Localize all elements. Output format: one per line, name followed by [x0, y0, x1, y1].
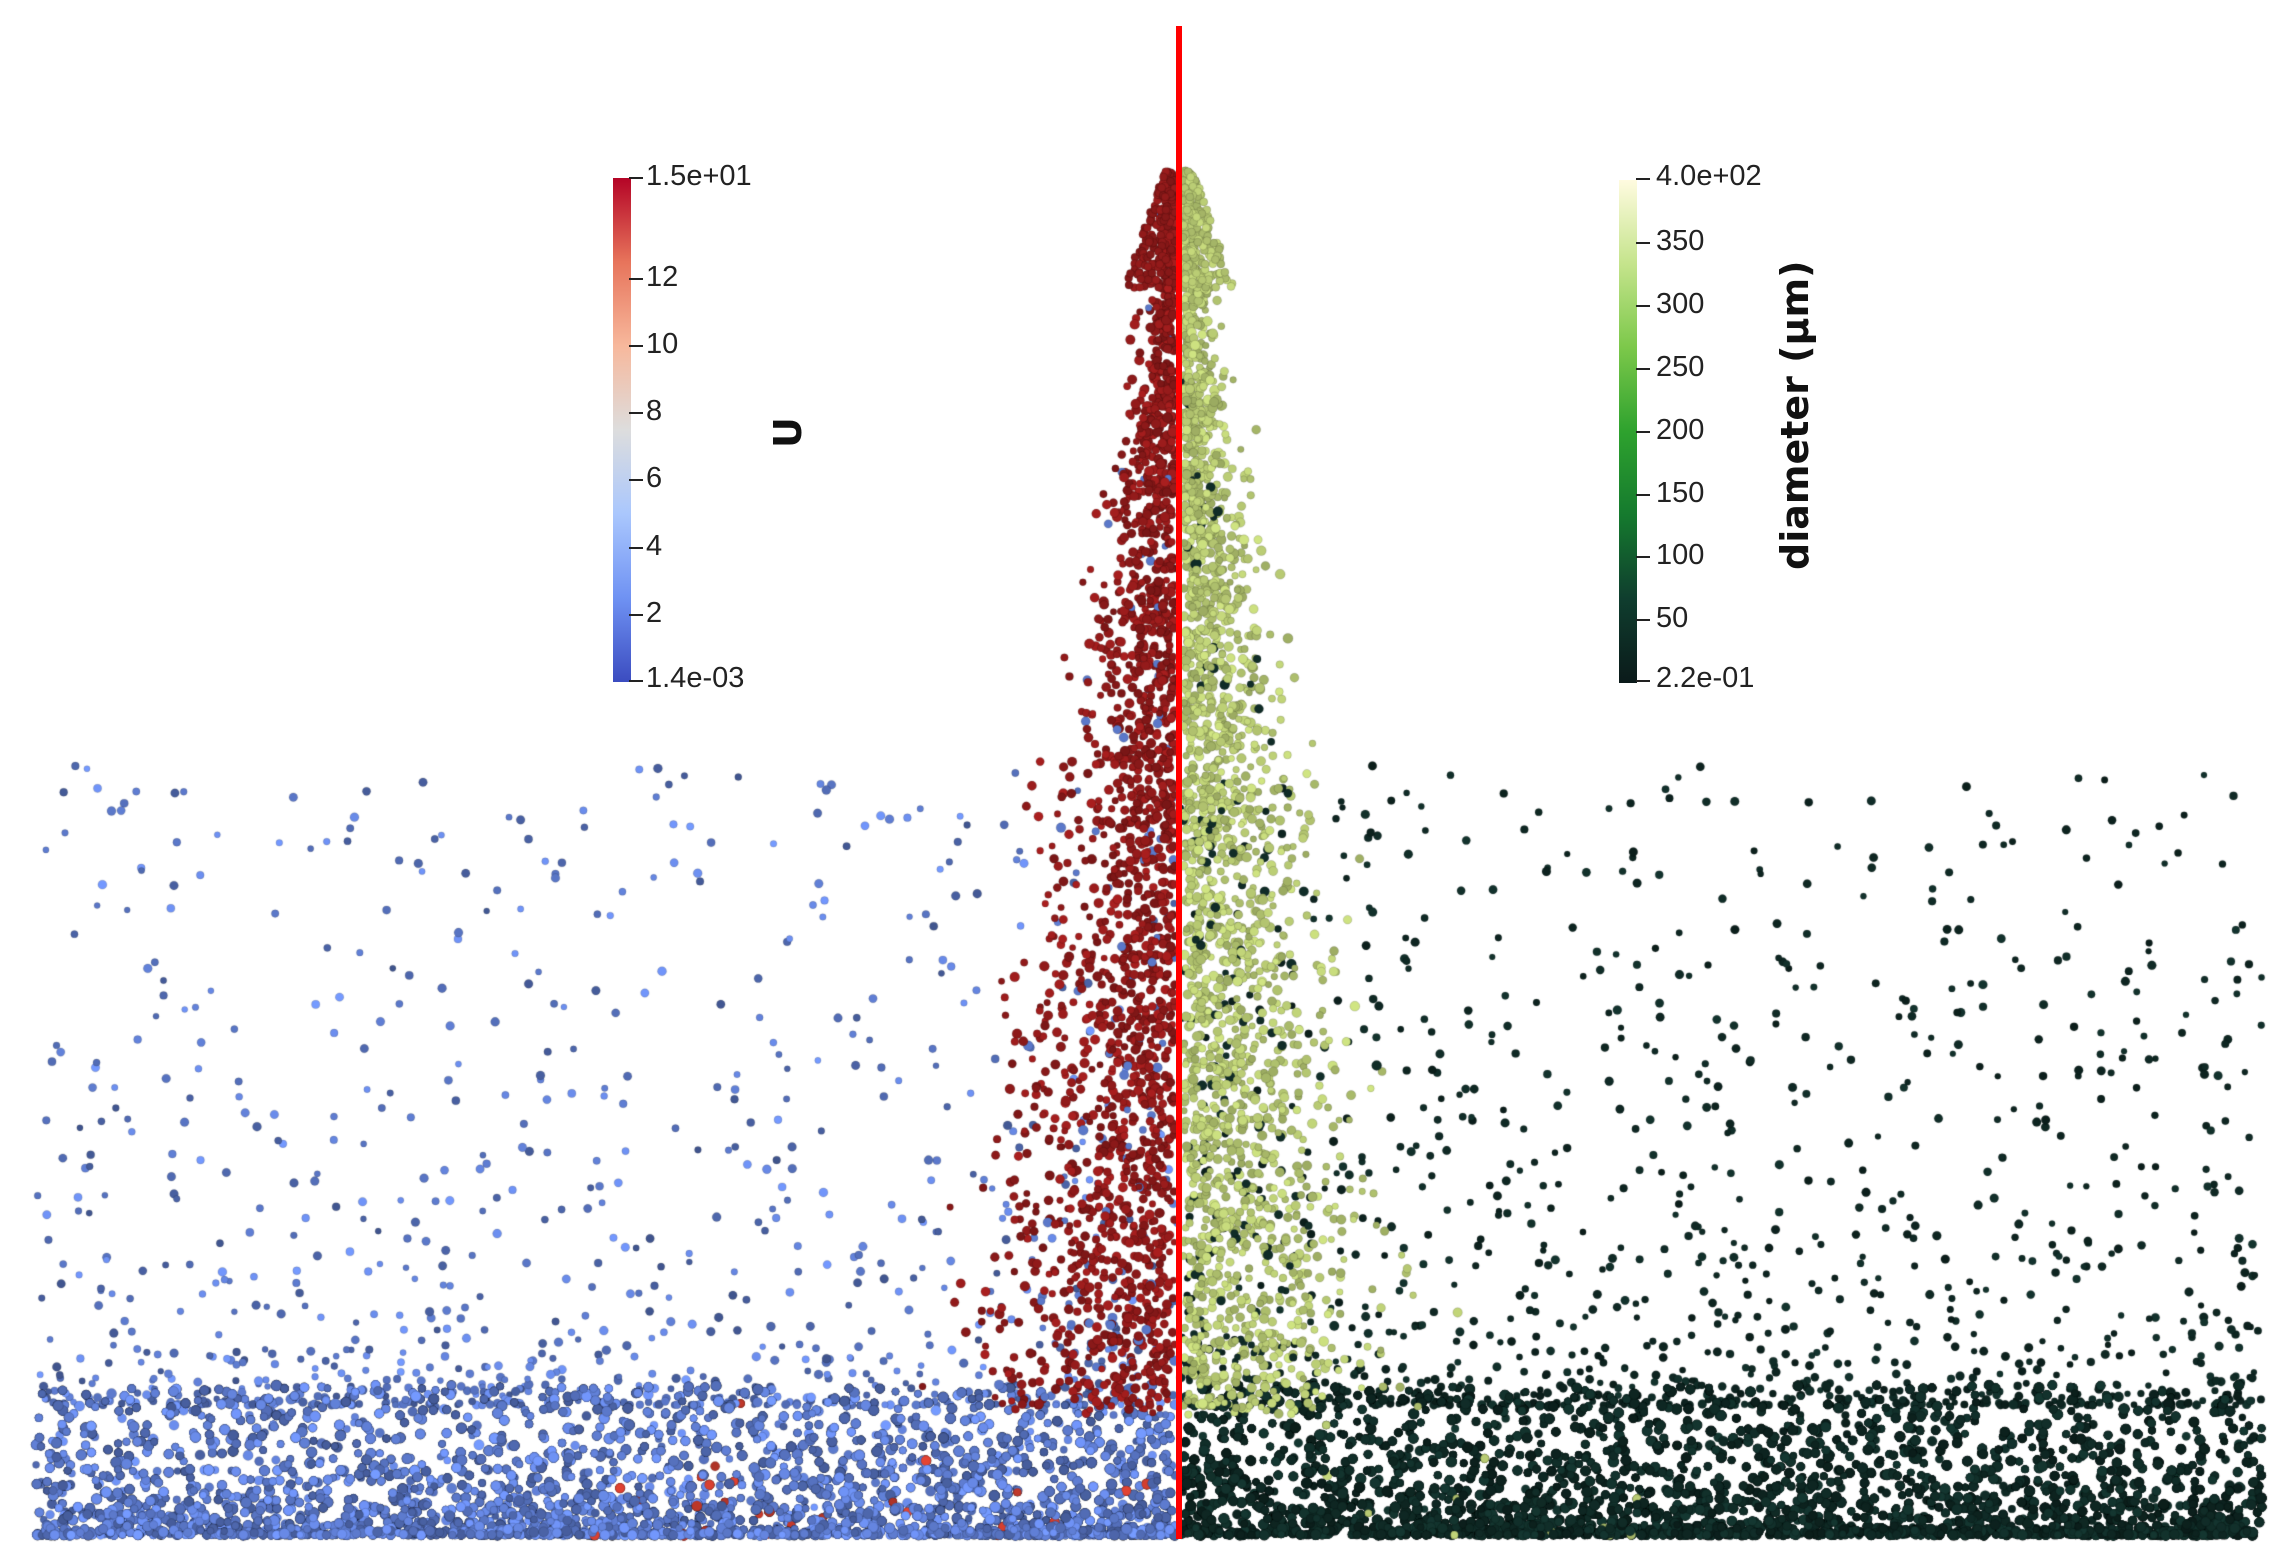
u-tick-label: 10	[646, 328, 679, 361]
u-tick-label: 2	[646, 596, 663, 629]
u-tick	[629, 345, 643, 348]
u-colorbar-title: U	[766, 417, 810, 448]
diameter-min-tick	[1636, 680, 1650, 682]
diameter-tick-label: 100	[1656, 539, 1705, 572]
diameter-tick	[1636, 430, 1650, 433]
u-tick-label: 6	[646, 462, 663, 495]
u-tick-label: 4	[646, 529, 663, 562]
u-tick-label: 8	[646, 395, 663, 428]
diameter-max-label: 4.0e+02	[1656, 160, 1762, 192]
u-tick	[629, 277, 643, 280]
diameter-max-tick	[1636, 178, 1650, 180]
diameter-tick	[1636, 304, 1650, 307]
diameter-tick-label: 250	[1656, 350, 1705, 383]
u-tick	[629, 546, 643, 549]
diameter-tick-label: 50	[1656, 602, 1689, 635]
u-colorbar-gradient	[613, 178, 631, 682]
diameter-tick-label: 200	[1656, 413, 1705, 446]
diameter-tick	[1636, 556, 1650, 559]
u-min-label: 1.4e-03	[646, 662, 745, 694]
diameter-tick	[1636, 241, 1650, 244]
diameter-tick	[1636, 367, 1650, 370]
u-tick-label: 12	[646, 260, 679, 293]
u-max-label: 1.5e+01	[646, 160, 752, 192]
diameter-tick-label: 150	[1656, 476, 1705, 509]
diameter-min-label: 2.2e-01	[1656, 662, 1755, 694]
diameter-tick	[1636, 619, 1650, 622]
u-tick	[629, 412, 643, 415]
u-min-tick	[629, 680, 643, 682]
diameter-tick-label: 300	[1656, 287, 1705, 320]
split-divider[interactable]	[1176, 26, 1182, 1539]
u-tick	[629, 479, 643, 482]
diameter-tick-label: 350	[1656, 224, 1705, 257]
u-max-tick	[629, 177, 643, 179]
u-tick	[629, 613, 643, 616]
diameter-colorbar-title: diameter (µm)	[1773, 260, 1817, 570]
diameter-tick	[1636, 493, 1650, 496]
diameter-colorbar-gradient	[1619, 180, 1637, 683]
